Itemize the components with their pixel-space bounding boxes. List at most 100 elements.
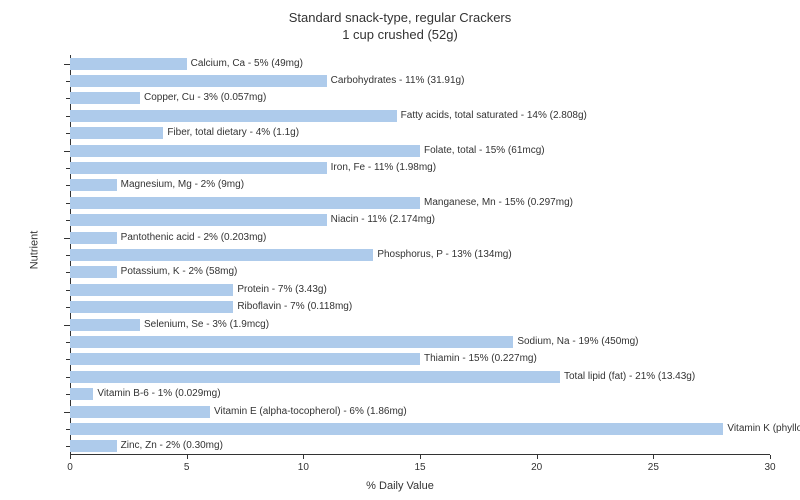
x-axis-label: % Daily Value [366, 480, 434, 492]
y-tick-minor [66, 168, 70, 169]
bar-label: Sodium, Na - 19% (450mg) [513, 335, 638, 349]
bar [70, 145, 420, 157]
bar [70, 75, 327, 87]
bar [70, 284, 233, 296]
bar-label: Calcium, Ca - 5% (49mg) [187, 57, 303, 71]
y-axis-label: Nutrient [28, 231, 40, 270]
bar-label: Thiamin - 15% (0.227mg) [420, 352, 537, 366]
bar-label: Vitamin K (phylloquinone) - 28% (22.1mcg… [723, 422, 800, 436]
bar [70, 197, 420, 209]
bar [70, 127, 163, 139]
bar-row: Iron, Fe - 11% (1.98mg) [70, 161, 770, 175]
bar-row: Sodium, Na - 19% (450mg) [70, 335, 770, 349]
bar-row: Vitamin B-6 - 1% (0.029mg) [70, 387, 770, 401]
x-tick-label: 15 [414, 462, 425, 473]
x-tick-label: 10 [298, 462, 309, 473]
bar-label: Iron, Fe - 11% (1.98mg) [327, 161, 436, 175]
bar-label: Protein - 7% (3.43g) [233, 283, 327, 297]
x-tick-label: 25 [648, 462, 659, 473]
bar [70, 266, 117, 278]
y-tick-minor [66, 220, 70, 221]
bar-row: Zinc, Zn - 2% (0.30mg) [70, 439, 770, 453]
y-tick-mark [64, 151, 70, 152]
x-tick-label: 20 [531, 462, 542, 473]
x-tick-label: 0 [67, 462, 73, 473]
bar-row: Thiamin - 15% (0.227mg) [70, 352, 770, 366]
y-tick-minor [66, 185, 70, 186]
y-tick-minor [66, 255, 70, 256]
x-tick-mark [70, 455, 71, 459]
bar-row: Folate, total - 15% (61mcg) [70, 144, 770, 158]
x-tick-mark [187, 455, 188, 459]
x-tick-label: 5 [184, 462, 190, 473]
bar-row: Calcium, Ca - 5% (49mg) [70, 57, 770, 71]
bar-label: Manganese, Mn - 15% (0.297mg) [420, 196, 573, 210]
bar [70, 336, 513, 348]
bar [70, 249, 373, 261]
bar-label: Vitamin B-6 - 1% (0.029mg) [93, 387, 220, 401]
bar-label: Potassium, K - 2% (58mg) [117, 265, 238, 279]
bar-label: Zinc, Zn - 2% (0.30mg) [117, 439, 223, 453]
x-tick-mark [537, 455, 538, 459]
bar-label: Copper, Cu - 3% (0.057mg) [140, 91, 266, 105]
bar-row: Niacin - 11% (2.174mg) [70, 213, 770, 227]
x-tick-mark [653, 455, 654, 459]
bar [70, 353, 420, 365]
x-tick-mark [303, 455, 304, 459]
bar-row: Phosphorus, P - 13% (134mg) [70, 248, 770, 262]
x-tick-mark [420, 455, 421, 459]
plot-area: Calcium, Ca - 5% (49mg) Carbohydrates - 1… [70, 55, 770, 455]
x-tick-mark [770, 455, 771, 459]
bar [70, 406, 210, 418]
bar-label: Fiber, total dietary - 4% (1.1g) [163, 126, 299, 140]
x-tick-label: 30 [764, 462, 775, 473]
bar [70, 110, 397, 122]
y-tick-mark [64, 238, 70, 239]
bar-row: Copper, Cu - 3% (0.057mg) [70, 91, 770, 105]
bar-row: Total lipid (fat) - 21% (13.43g) [70, 370, 770, 384]
y-tick-minor [66, 203, 70, 204]
bar-row: Vitamin K (phylloquinone) - 28% (22.1mcg… [70, 422, 770, 436]
bar-row: Magnesium, Mg - 2% (9mg) [70, 178, 770, 192]
y-tick-minor [66, 446, 70, 447]
y-tick-minor [66, 429, 70, 430]
bar-label: Niacin - 11% (2.174mg) [327, 213, 435, 227]
bar [70, 232, 117, 244]
y-tick-minor [66, 342, 70, 343]
bar [70, 319, 140, 331]
bar [70, 58, 187, 70]
bar [70, 423, 723, 435]
title-line1: Standard snack-type, regular Crackers [289, 10, 512, 25]
bar-row: Manganese, Mn - 15% (0.297mg) [70, 196, 770, 210]
y-tick-mark [64, 325, 70, 326]
bar-row: Selenium, Se - 3% (1.9mcg) [70, 318, 770, 332]
bar-label: Total lipid (fat) - 21% (13.43g) [560, 370, 695, 384]
y-tick-minor [66, 272, 70, 273]
bar [70, 440, 117, 452]
bar-label: Phosphorus, P - 13% (134mg) [373, 248, 511, 262]
bar [70, 301, 233, 313]
bar-row: Potassium, K - 2% (58mg) [70, 265, 770, 279]
bar-row: Fatty acids, total saturated - 14% (2.80… [70, 109, 770, 123]
bar-label: Folate, total - 15% (61mcg) [420, 144, 545, 158]
y-tick-minor [66, 98, 70, 99]
bar [70, 179, 117, 191]
title-line2: 1 cup crushed (52g) [342, 27, 458, 42]
y-tick-minor [66, 359, 70, 360]
y-tick-minor [66, 307, 70, 308]
bar [70, 371, 560, 383]
bar-label: Fatty acids, total saturated - 14% (2.80… [397, 109, 587, 123]
y-tick-minor [66, 133, 70, 134]
bar-row: Riboflavin - 7% (0.118mg) [70, 300, 770, 314]
chart-container: Standard snack-type, regular Crackers 1 … [0, 0, 800, 500]
y-tick-minor [66, 81, 70, 82]
bar-row: Fiber, total dietary - 4% (1.1g) [70, 126, 770, 140]
bar [70, 214, 327, 226]
bar [70, 92, 140, 104]
y-tick-minor [66, 377, 70, 378]
y-tick-mark [64, 64, 70, 65]
bar-row: Pantothenic acid - 2% (0.203mg) [70, 231, 770, 245]
bar [70, 162, 327, 174]
bar-row: Carbohydrates - 11% (31.91g) [70, 74, 770, 88]
y-tick-minor [66, 116, 70, 117]
